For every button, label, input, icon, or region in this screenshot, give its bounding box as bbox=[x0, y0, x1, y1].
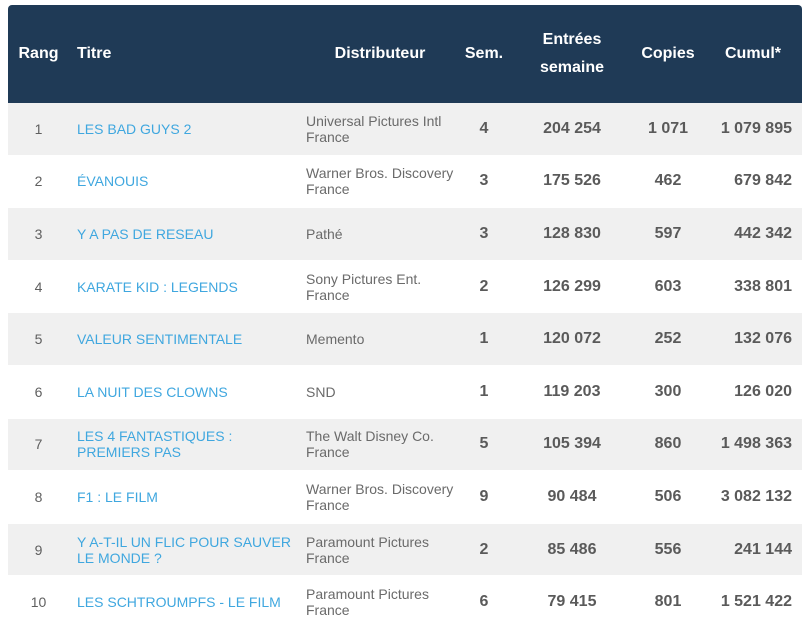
table-body: 1 LES BAD GUYS 2 Universal Pictures Intl F… bbox=[8, 103, 802, 628]
weekly-admissions-cell: 90 484 bbox=[512, 471, 632, 524]
header-distributeur[interactable]: Distributeur bbox=[304, 5, 456, 103]
weekly-admissions-cell: 119 203 bbox=[512, 365, 632, 418]
rank-cell: 9 bbox=[8, 523, 69, 576]
header-rang[interactable]: Rang bbox=[8, 5, 69, 103]
weeks-cell: 1 bbox=[456, 365, 512, 418]
film-title-link[interactable]: LA NUIT DES CLOWNS bbox=[69, 365, 304, 418]
table-row: 7 LES 4 FANTASTIQUES : PREMIERS PAS The Wa… bbox=[8, 418, 802, 471]
rank-cell: 10 bbox=[8, 576, 69, 629]
weeks-cell: 2 bbox=[456, 260, 512, 313]
header-sem[interactable]: Sem. bbox=[456, 5, 512, 103]
cumulative-cell: 679 842 bbox=[704, 155, 802, 208]
weeks-cell: 5 bbox=[456, 418, 512, 471]
film-title-link[interactable]: Y A PAS DE RESEAU bbox=[69, 208, 304, 261]
rank-cell: 2 bbox=[8, 155, 69, 208]
table-header: Rang Titre Distributeur Sem. Entrées sem… bbox=[8, 5, 802, 103]
weeks-cell: 3 bbox=[456, 208, 512, 261]
weekly-admissions-cell: 175 526 bbox=[512, 155, 632, 208]
copies-cell: 252 bbox=[632, 313, 704, 366]
header-entrees[interactable]: Entrées semaine bbox=[512, 5, 632, 103]
copies-cell: 556 bbox=[632, 523, 704, 576]
rank-cell: 7 bbox=[8, 418, 69, 471]
cumulative-cell: 1 498 363 bbox=[704, 418, 802, 471]
weekly-admissions-cell: 105 394 bbox=[512, 418, 632, 471]
distributor-cell: Universal Pictures Intl France bbox=[304, 103, 456, 155]
distributor-cell: Sony Pictures Ent. France bbox=[304, 260, 456, 313]
distributor-cell: Paramount Pictures France bbox=[304, 576, 456, 629]
weeks-cell: 3 bbox=[456, 155, 512, 208]
copies-cell: 1 071 bbox=[632, 103, 704, 155]
table-row: 1 LES BAD GUYS 2 Universal Pictures Intl F… bbox=[8, 103, 802, 155]
header-copies[interactable]: Copies bbox=[632, 5, 704, 103]
cumulative-cell: 1 079 895 bbox=[704, 103, 802, 155]
distributor-cell: The Walt Disney Co. France bbox=[304, 418, 456, 471]
cumulative-cell: 132 076 bbox=[704, 313, 802, 366]
film-title-link[interactable]: Y A-T-IL UN FLIC POUR SAUVER LE MONDE ? bbox=[69, 523, 304, 576]
distributor-cell: Pathé bbox=[304, 208, 456, 261]
film-title-link[interactable]: F1 : LE FILM bbox=[69, 471, 304, 524]
film-title-link[interactable]: LES BAD GUYS 2 bbox=[69, 103, 304, 155]
copies-cell: 597 bbox=[632, 208, 704, 261]
copies-cell: 300 bbox=[632, 365, 704, 418]
header-entrees-line2: semaine bbox=[512, 54, 632, 82]
copies-cell: 801 bbox=[632, 576, 704, 629]
weeks-cell: 2 bbox=[456, 523, 512, 576]
weekly-admissions-cell: 85 486 bbox=[512, 523, 632, 576]
distributor-cell: Paramount Pictures France bbox=[304, 523, 456, 576]
copies-cell: 462 bbox=[632, 155, 704, 208]
header-entrees-line1: Entrées bbox=[512, 26, 632, 54]
header-titre[interactable]: Titre bbox=[69, 5, 304, 103]
table-row: 8 F1 : LE FILM Warner Bros. Discovery Fran… bbox=[8, 471, 802, 524]
rank-cell: 5 bbox=[8, 313, 69, 366]
header-cumul[interactable]: Cumul* bbox=[704, 5, 802, 103]
table-row: 4 KARATE KID : LEGENDS Sony Pictures Ent. … bbox=[8, 260, 802, 313]
distributor-cell: Warner Bros. Discovery France bbox=[304, 155, 456, 208]
distributor-cell: Memento bbox=[304, 313, 456, 366]
weekly-admissions-cell: 79 415 bbox=[512, 576, 632, 629]
weekly-admissions-cell: 126 299 bbox=[512, 260, 632, 313]
weeks-cell: 1 bbox=[456, 313, 512, 366]
table-row: 2 ÉVANOUIS Warner Bros. Discovery France 3 1… bbox=[8, 155, 802, 208]
rank-cell: 6 bbox=[8, 365, 69, 418]
film-title-link[interactable]: KARATE KID : LEGENDS bbox=[69, 260, 304, 313]
cumulative-cell: 1 521 422 bbox=[704, 576, 802, 629]
rank-cell: 8 bbox=[8, 471, 69, 524]
film-title-link[interactable]: LES SCHTROUMPFS - LE FILM bbox=[69, 576, 304, 629]
table-row: 5 VALEUR SENTIMENTALE Memento 1 120 072 252 13… bbox=[8, 313, 802, 366]
cumulative-cell: 338 801 bbox=[704, 260, 802, 313]
weekly-admissions-cell: 120 072 bbox=[512, 313, 632, 366]
table-row: 6 LA NUIT DES CLOWNS SND 1 119 203 300 126 020 bbox=[8, 365, 802, 418]
weeks-cell: 6 bbox=[456, 576, 512, 629]
weekly-admissions-cell: 128 830 bbox=[512, 208, 632, 261]
film-title-link[interactable]: ÉVANOUIS bbox=[69, 155, 304, 208]
copies-cell: 860 bbox=[632, 418, 704, 471]
copies-cell: 506 bbox=[632, 471, 704, 524]
table-row: 10 LES SCHTROUMPFS - LE FILM Paramount Pic… bbox=[8, 576, 802, 629]
cumulative-cell: 126 020 bbox=[704, 365, 802, 418]
weeks-cell: 9 bbox=[456, 471, 512, 524]
weekly-admissions-cell: 204 254 bbox=[512, 103, 632, 155]
box-office-table: Rang Titre Distributeur Sem. Entrées sem… bbox=[8, 5, 802, 629]
rank-cell: 3 bbox=[8, 208, 69, 261]
film-title-link[interactable]: VALEUR SENTIMENTALE bbox=[69, 313, 304, 366]
weeks-cell: 4 bbox=[456, 103, 512, 155]
film-title-link[interactable]: LES 4 FANTASTIQUES : PREMIERS PAS bbox=[69, 418, 304, 471]
distributor-cell: Warner Bros. Discovery France bbox=[304, 471, 456, 524]
cumulative-cell: 241 144 bbox=[704, 523, 802, 576]
copies-cell: 603 bbox=[632, 260, 704, 313]
rank-cell: 1 bbox=[8, 103, 69, 155]
distributor-cell: SND bbox=[304, 365, 456, 418]
cumulative-cell: 3 082 132 bbox=[704, 471, 802, 524]
cumulative-cell: 442 342 bbox=[704, 208, 802, 261]
rank-cell: 4 bbox=[8, 260, 69, 313]
